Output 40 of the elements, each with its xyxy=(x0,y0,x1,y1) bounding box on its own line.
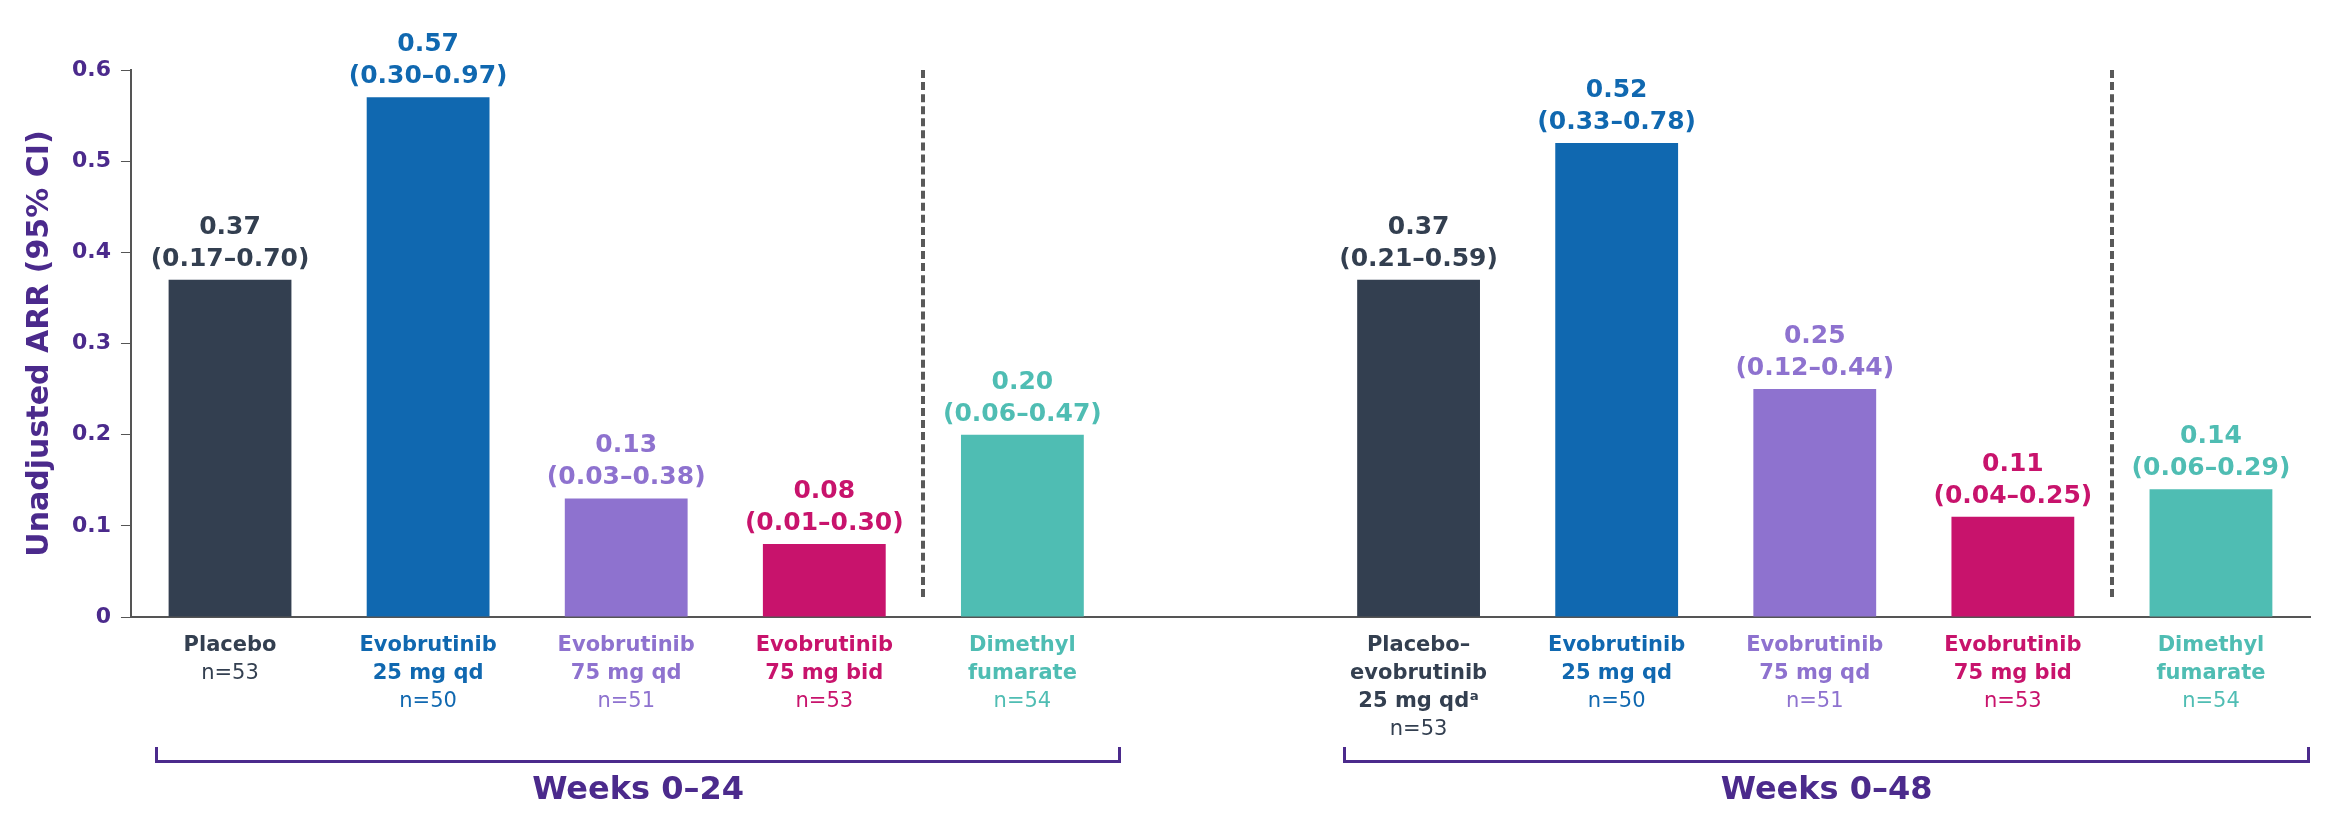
data-label: 0.20 (0.06–0.47) xyxy=(943,365,1102,427)
y-tick-label: 0.3 xyxy=(71,329,111,355)
x-tick-label: Evobrutinib 25 mg qd n=50 xyxy=(359,631,497,712)
bar xyxy=(1555,142,1679,617)
y-tick-label: 0.1 xyxy=(71,511,111,537)
data-label: 0.14 (0.06–0.29) xyxy=(2131,420,2291,482)
x-tick-label: Evobrutinib 75 mg bid n=53 xyxy=(1944,631,2082,712)
bar xyxy=(1753,389,1877,617)
data-label: 0.25 (0.12–0.44) xyxy=(1735,320,1895,382)
y-tick-label: 0.4 xyxy=(71,238,111,264)
x-tick-label: Evobrutinib 75 mg qd n=51 xyxy=(1746,631,1884,712)
data-label: 0.13 (0.03–0.38) xyxy=(546,429,706,491)
y-tick-label: 0 xyxy=(95,602,111,628)
bar xyxy=(366,97,490,617)
data-label: 0.52 (0.33–0.78) xyxy=(1537,73,1697,135)
data-label: 0.37 (0.17–0.70) xyxy=(150,210,310,272)
x-tick-label: Evobrutinib 75 mg qd n=51 xyxy=(557,631,695,712)
text: Weeks 0–48 xyxy=(1719,769,1934,807)
data-label: 0.37 (0.21–0.59) xyxy=(1339,210,1498,272)
x-tick-label: Placebo n=53 xyxy=(183,631,277,684)
bar xyxy=(762,544,886,617)
data-label: 0.57 (0.30–0.97) xyxy=(348,28,508,90)
bar xyxy=(2149,489,2273,617)
x-tick-label: Evobrutinib 75 mg bid n=53 xyxy=(755,631,893,712)
bar xyxy=(960,434,1084,617)
text: Weeks 0–24 xyxy=(531,769,745,807)
x-tick-label: Dimethyl fumarate n=54 xyxy=(967,631,1077,712)
y-tick-label: 0.2 xyxy=(71,420,111,446)
data-label: 0.11 (0.04–0.25) xyxy=(1933,447,2093,509)
x-tick-label: Dimethyl fumarate n=54 xyxy=(2156,631,2266,712)
x-tick-label: Placebo– evobrutinib 25 mg qdᵃ n=53 xyxy=(1350,631,1488,740)
bar xyxy=(564,498,688,617)
x-tick-label: Evobrutinib 25 mg qd n=50 xyxy=(1548,631,1686,712)
data-label: 0.08 (0.01–0.30) xyxy=(744,475,904,537)
y-axis-title: Unadjusted ARR (95% CI) xyxy=(19,130,55,557)
bar xyxy=(1951,516,2075,617)
y-tick-label: 0.6 xyxy=(71,55,111,81)
y-tick-label: 0.5 xyxy=(71,146,111,172)
bar xyxy=(168,279,292,617)
bar xyxy=(1357,279,1480,617)
